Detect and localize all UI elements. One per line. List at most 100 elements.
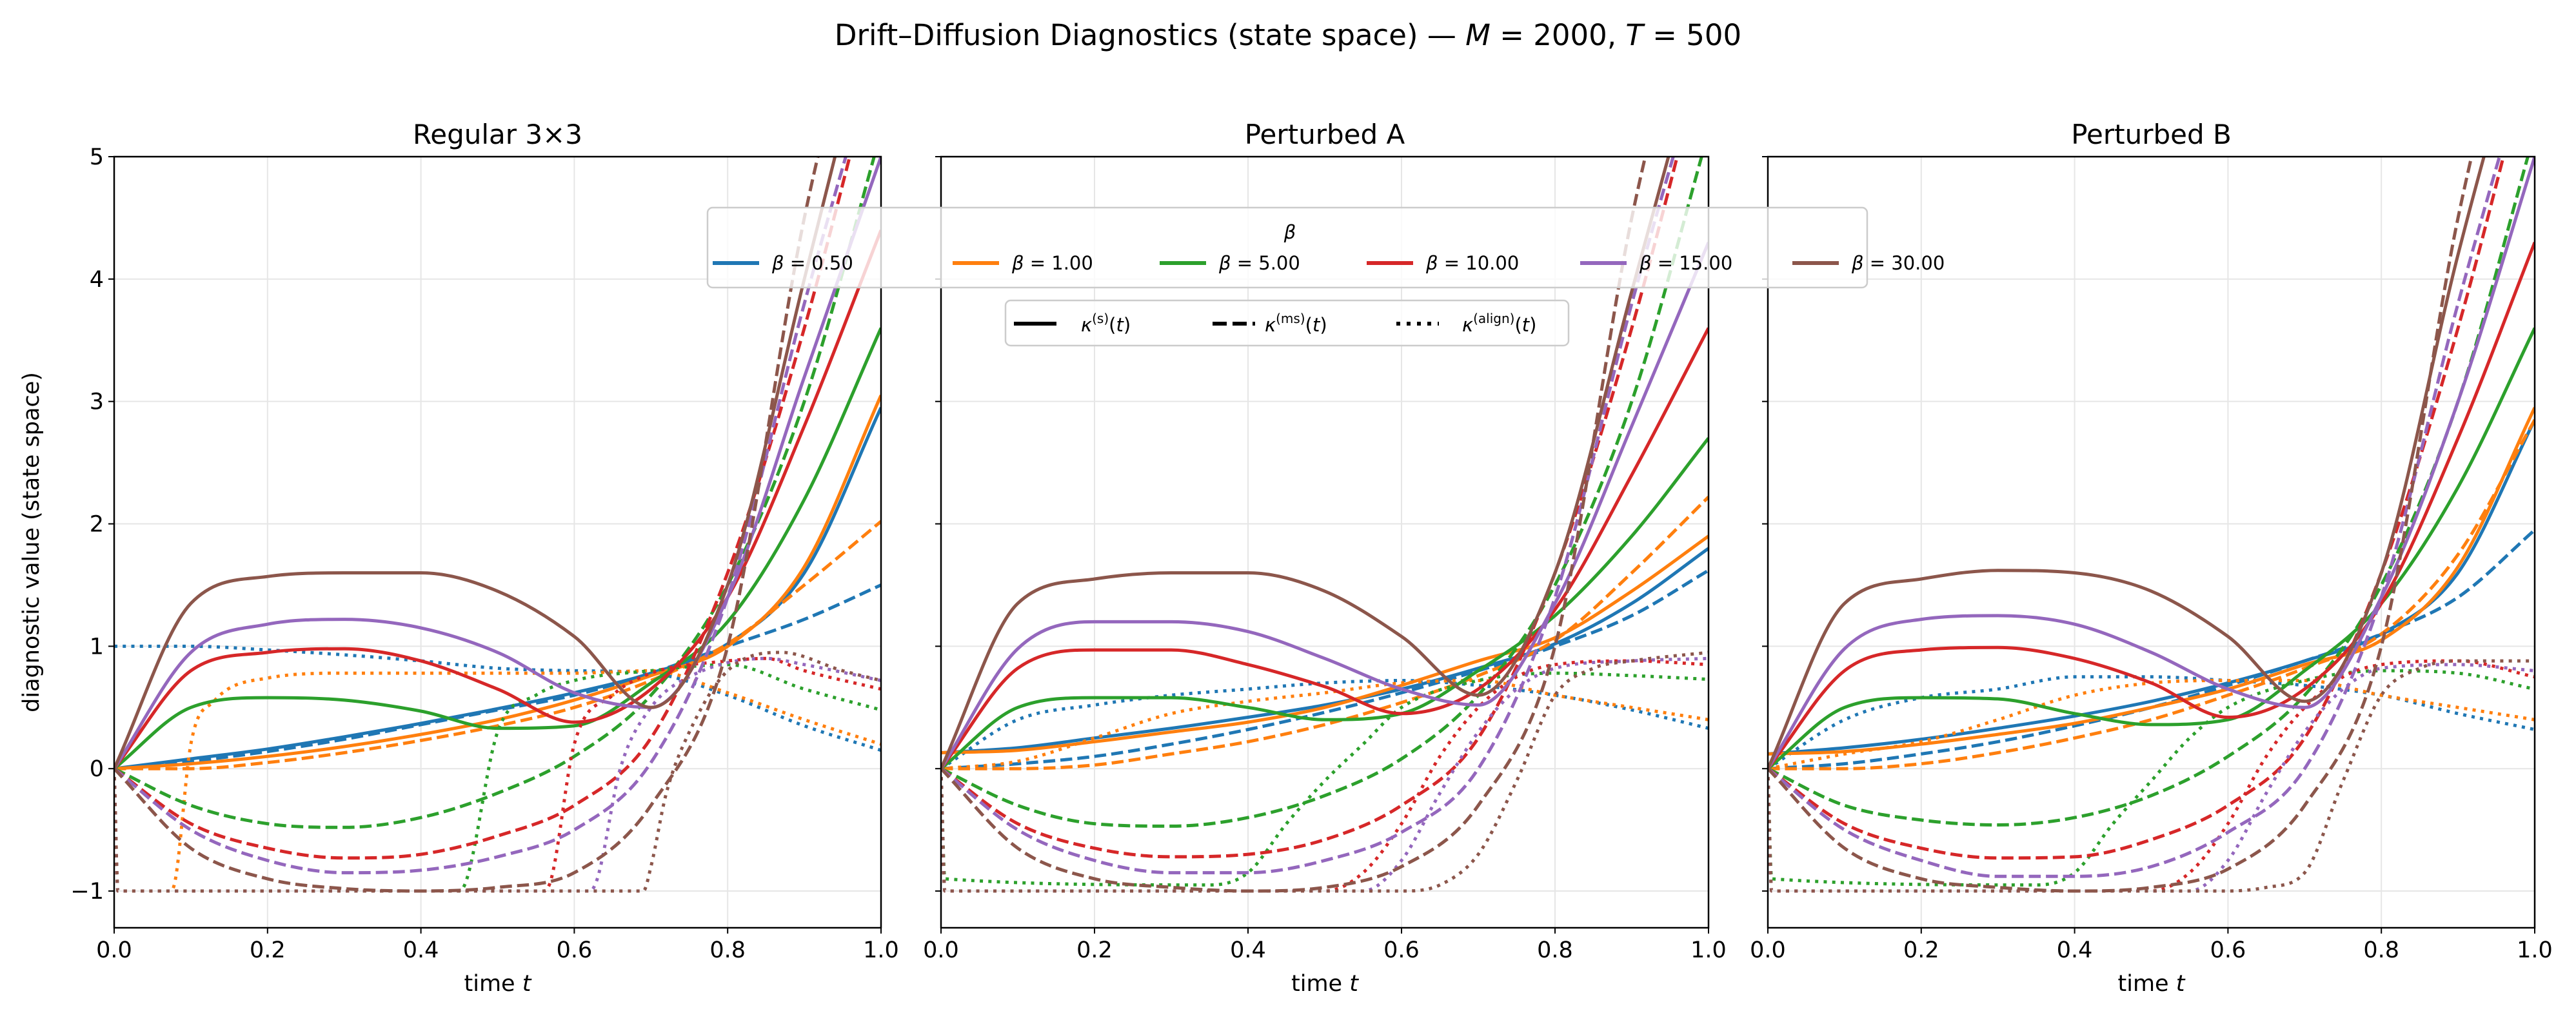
x-tick-label: 1.0: [1690, 937, 1727, 963]
series-line-beta-10.00-s: [1768, 241, 2535, 770]
x-tick-label: 1.0: [2517, 937, 2553, 963]
subplot-regular-3-3: 0.0 0.2 0.4 0.6 0.8 1.0 −1 0 1 2 3 4 5 Regular 3×3 tim…: [70, 119, 899, 997]
series-line-beta-15.00-ms: [114, 157, 847, 875]
series-line-beta-30.00-align: [1768, 659, 2535, 893]
series-group: [941, 157, 1709, 893]
x-tick-label: 0.6: [1383, 937, 1420, 963]
y-tick-label: 5: [90, 144, 104, 170]
legend-entry-dotted: κ(align)(t): [1396, 311, 1536, 336]
y-tick-label: 3: [90, 389, 104, 415]
series-line-beta-0.50-ms: [114, 583, 881, 770]
x-tick-label: 0.2: [1076, 937, 1113, 963]
series-line-beta-5.00-align: [1768, 669, 2535, 887]
subplot-title: Regular 3×3: [413, 119, 582, 150]
series-group: [1768, 157, 2535, 893]
axes-frame: [1767, 155, 2536, 929]
legend-label: β = 30.00: [1851, 252, 1945, 274]
series-line-beta-5.00-ms: [941, 157, 1703, 828]
legend-entry-beta-5.00: β = 5.00: [1160, 252, 1300, 274]
series-line-beta-5.00-s: [941, 437, 1709, 770]
legend-entry-beta-0.50: β = 0.50: [713, 252, 853, 274]
x-tick-label: 0.0: [96, 937, 132, 963]
subplot-title: Perturbed B: [2071, 119, 2232, 150]
series-line-beta-10.00-ms: [114, 157, 852, 860]
x-tick-label: 0.2: [1903, 937, 1939, 963]
legend-label: β = 15.00: [1639, 252, 1732, 274]
series-line-beta-5.00-s: [114, 327, 881, 770]
legend-label: β = 10.00: [1425, 252, 1519, 274]
x-tick-label: 0.6: [2210, 937, 2246, 963]
series-line-beta-15.00-align: [1768, 663, 2535, 893]
series-line-beta-5.00-align: [941, 671, 1709, 887]
series-line-beta-0.50-align: [1768, 675, 2535, 770]
x-tick-label: 0.8: [709, 937, 746, 963]
y-tick-label: 4: [90, 267, 104, 293]
y-tick-label: 0: [90, 756, 104, 782]
x-axis-label: time t: [2118, 971, 2186, 997]
series-line-beta-15.00-s: [1768, 157, 2535, 770]
beta-legend: β β = 0.50 β = 1.00 β = 5.00 β = 10.00 β = 15…: [706, 206, 1945, 289]
series-line-beta-1.00-s: [114, 395, 881, 770]
series-line-beta-30.00-s: [114, 157, 837, 770]
legend-label: κ(s)(t): [1081, 311, 1131, 336]
y-axis-label: diagnostic value (state space): [19, 372, 45, 712]
series-line-beta-0.50-ms: [941, 569, 1709, 770]
x-tick-label: 1.0: [863, 937, 899, 963]
axes-frame: [113, 155, 882, 929]
series-line-beta-30.00-s: [941, 157, 1670, 770]
series-line-beta-1.00-s: [941, 534, 1709, 754]
x-tick-label: 0.6: [557, 937, 593, 963]
y-tick-label: −1: [70, 879, 104, 905]
x-tick-label: 0.4: [1230, 937, 1266, 963]
legend-entry-solid: κ(s)(t): [1014, 311, 1131, 336]
legend-entry-beta-1.00: β = 1.00: [953, 252, 1093, 274]
series-line-beta-10.00-s: [941, 327, 1709, 770]
series-line-beta-0.50-align: [114, 644, 881, 752]
legend-label: κ(align)(t): [1462, 311, 1536, 336]
legend-label: β = 0.50: [771, 252, 853, 274]
series-line-beta-15.00-s: [114, 157, 881, 770]
series-line-beta-1.00-ms: [1768, 418, 2535, 770]
series-line-beta-15.00-s: [941, 241, 1709, 770]
subplot-title: Perturbed A: [1245, 119, 1405, 150]
legend-entry-beta-10.00: β = 10.00: [1367, 252, 1519, 274]
legend-frame: [1004, 299, 1570, 347]
x-tick-label: 0.4: [403, 937, 439, 963]
axes-frame: [940, 155, 1710, 929]
series-line-beta-10.00-ms: [941, 157, 1679, 859]
x-tick-label: 0.8: [2363, 937, 2399, 963]
series-line-beta-15.00-ms: [1768, 157, 2501, 878]
legend-title: β: [1283, 221, 1296, 243]
x-tick-label: 0.0: [1750, 937, 1786, 963]
line-style-legend: κ(s)(t) κ(ms)(t) κ(align)(t): [1004, 299, 1570, 347]
x-tick-label: 0.0: [923, 937, 959, 963]
legend-label: β = 5.00: [1218, 252, 1300, 274]
subplot-perturbed-b: 0.0 0.2 0.4 0.6 0.8 1.0 Perturbed B time t: [1750, 119, 2553, 997]
series-line-beta-5.00-ms: [114, 157, 876, 829]
series-line-beta-15.00-ms: [941, 157, 1675, 875]
x-tick-label: 0.8: [1537, 937, 1573, 963]
y-tick-label: 2: [90, 512, 104, 538]
x-axis-label: time t: [1291, 971, 1359, 997]
series-line-beta-15.00-align: [114, 656, 881, 893]
x-tick-label: 0.4: [2057, 937, 2093, 963]
figure-title: Drift–Diffusion Diagnostics (state space…: [835, 18, 1741, 52]
legend-entry-dashed: κ(ms)(t): [1213, 311, 1327, 336]
series-line-beta-30.00-align: [114, 651, 881, 893]
series-line-beta-30.00-align: [941, 651, 1709, 893]
series-line-beta-5.00-s: [1768, 327, 2535, 770]
series-line-beta-30.00-ms: [1768, 157, 2473, 893]
legend-label: β = 1.00: [1011, 252, 1093, 274]
legend-label: κ(ms)(t): [1265, 311, 1327, 336]
series-line-beta-1.00-ms: [114, 520, 881, 770]
series-line-beta-10.00-s: [114, 229, 881, 770]
legend-frame: [706, 206, 1868, 289]
legend-entry-beta-30.00: β = 30.00: [1792, 252, 1945, 274]
legend-entry-beta-15.00: β = 15.00: [1580, 252, 1732, 274]
y-tick-label: 1: [90, 634, 104, 660]
series-line-beta-5.00-ms: [1768, 157, 2530, 827]
x-axis-label: time t: [464, 971, 532, 997]
series-group: [114, 157, 881, 893]
series-line-beta-0.50-align: [941, 679, 1709, 770]
